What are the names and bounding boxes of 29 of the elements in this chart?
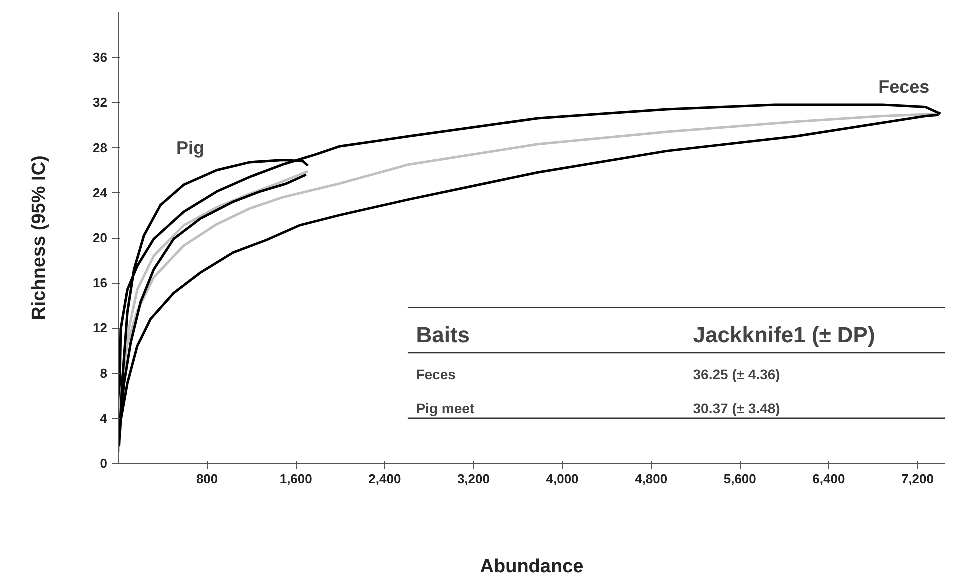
x-axis-title: Abundance xyxy=(480,556,584,578)
annotation: Baits xyxy=(416,322,470,348)
annotation: Jackknife1 (± DP) xyxy=(693,322,876,348)
x-tick-label: 1,600 xyxy=(280,472,312,486)
y-tick-label: 32 xyxy=(93,95,108,110)
y-tick-label: 0 xyxy=(100,456,108,471)
annotation: 36.25 (± 4.36) xyxy=(693,366,780,383)
y-tick-label: 16 xyxy=(93,276,108,291)
y-tick-label: 28 xyxy=(93,140,108,156)
y-tick-label: 36 xyxy=(93,50,108,66)
y-tick-label: 20 xyxy=(93,230,108,246)
annotation: 30.37 (± 3.48) xyxy=(693,400,780,416)
annotation: Feces xyxy=(878,76,930,97)
y-tick-label: 4 xyxy=(100,410,108,426)
x-tick-label: 4,000 xyxy=(546,472,579,486)
x-tick-label: 5,600 xyxy=(724,472,756,486)
y-tick-label: 24 xyxy=(93,185,108,200)
x-tick-label: 4,800 xyxy=(635,472,668,486)
x-tick-label: 6,400 xyxy=(812,472,846,486)
y-tick-label: 8 xyxy=(100,366,108,381)
annotation: Pig xyxy=(176,138,204,158)
annotation: Feces xyxy=(416,366,456,383)
x-tick-label: 7,200 xyxy=(901,472,934,486)
x-tick-label: 3,200 xyxy=(457,472,490,486)
y-tick-label: 12 xyxy=(93,320,108,336)
x-tick-label: 800 xyxy=(196,472,218,486)
y-axis-title: Richness (95% IC) xyxy=(29,156,50,320)
annotation: Pig meet xyxy=(416,400,475,416)
x-tick-label: 2,400 xyxy=(368,472,402,486)
